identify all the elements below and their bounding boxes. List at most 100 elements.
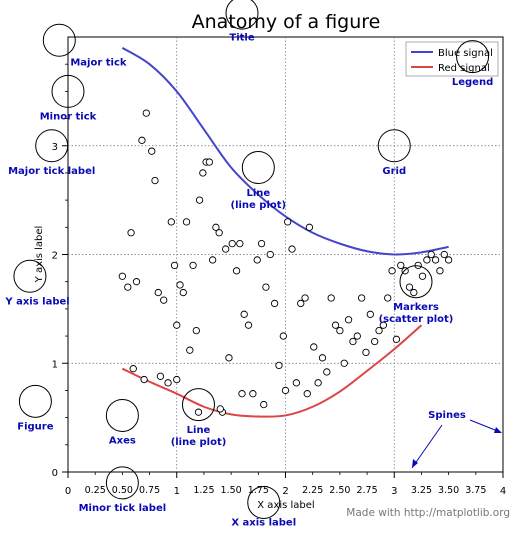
x-minor-tick-label: 3.50 [438, 485, 459, 496]
scatter-marker [118, 272, 127, 280]
scatter-marker [244, 321, 253, 329]
scatter-marker [160, 296, 168, 304]
scatter-layer [118, 109, 453, 416]
series-layer [121, 47, 449, 418]
axes-label: Axes [109, 436, 136, 447]
x-major-tick-label: 3 [391, 486, 397, 497]
scatter-marker [318, 354, 327, 362]
red-signal-line [121, 324, 423, 418]
scatter-marker [257, 239, 266, 248]
scatter-marker [167, 218, 175, 226]
axes-marker-circle [105, 398, 139, 432]
scatter-marker [192, 326, 200, 335]
scatter-marker [305, 223, 314, 231]
spines-arrowhead-left [412, 459, 418, 468]
scatter-marker [182, 218, 191, 226]
scatter-marker [240, 310, 248, 318]
markers-label: Markers [393, 302, 439, 313]
scatter-marker [392, 335, 401, 343]
scatter-marker [173, 321, 181, 329]
scatter-marker [292, 379, 301, 387]
minor-tick-label-marker-circle [105, 466, 139, 500]
scatter-marker [236, 239, 244, 248]
y-major-tick-label: 1 [52, 359, 58, 370]
scatter-marker [314, 379, 322, 387]
major-tick-label-label: Major tick label [8, 166, 95, 177]
scatter-marker [215, 229, 223, 237]
spines-arrowhead-right [494, 427, 502, 433]
annotations: Major tick Minor tick Major tick label Titl… [4, 0, 493, 528]
line-plot-2-label: (line plot) [171, 437, 227, 448]
scatter-marker [253, 256, 261, 264]
scatter-marker [281, 386, 290, 395]
scatter-marker [173, 375, 181, 384]
scatter-marker [323, 368, 331, 376]
line-plot-label: (line plot) [231, 200, 287, 211]
x-minor-tick-label: 1.25 [193, 485, 214, 496]
scatter-marker [129, 365, 137, 373]
scatter-marker [222, 245, 230, 253]
scatter-marker [375, 326, 383, 335]
scatter-marker [270, 299, 279, 308]
scatter-marker [427, 250, 435, 259]
scatter-marker [232, 267, 241, 275]
figure-marker-circle [18, 384, 52, 418]
scatter-marker [336, 326, 344, 335]
scatter-marker [362, 348, 370, 357]
scatter-marker [418, 272, 427, 280]
x-axis-label-marker-circle [247, 485, 281, 519]
scatter-marker [208, 256, 217, 264]
scatter-marker [440, 250, 448, 259]
scatter-marker [151, 176, 159, 185]
x-minor-tick-label: 2.75 [356, 485, 377, 496]
scatter-marker [327, 294, 335, 302]
y-major-tick-label: 2 [52, 251, 58, 262]
spines-arrow-left [411, 424, 443, 469]
title-marker-circle [225, 0, 259, 30]
x-major-tick-label: 4 [500, 486, 506, 497]
scatter-marker [164, 379, 172, 387]
grid-marker-circle [377, 129, 411, 163]
scatter-marker [340, 359, 348, 367]
scatter-marker [140, 375, 148, 384]
x-minor-tick-label: 1.50 [221, 485, 242, 496]
scatter-marker [179, 288, 187, 297]
scatter-marker [127, 229, 135, 237]
scatter-marker [436, 267, 444, 275]
ticks: 0 1 2 3 4 0.25 0.50 0.75 1.25 1.50 1.75 2.25 2.50 2.7… [52, 63, 506, 497]
scatter-marker [301, 294, 309, 302]
scatter-marker [176, 281, 184, 289]
scatter-marker [124, 283, 132, 291]
grid-label: Grid [382, 166, 406, 177]
scatter-marker [195, 196, 204, 204]
major-tick-marker-circle [42, 23, 76, 57]
scatter-marker [366, 310, 374, 318]
scatter-marker [148, 147, 156, 155]
x-minor-tick-label: 0.25 [85, 485, 106, 496]
y-axis-label: Y axis label [34, 226, 45, 284]
scatter-marker [189, 261, 197, 270]
scatter-marker [279, 332, 287, 340]
figure-label: Figure [17, 422, 53, 433]
y-major-tick-label: 3 [52, 142, 58, 153]
scatter-marker [388, 267, 396, 275]
line-plot-label: Line [246, 188, 270, 199]
major-tick-label-marker-circle [35, 129, 69, 163]
scatter-marker [238, 390, 246, 398]
legend-entry-label: Red signal [438, 63, 490, 74]
legend-entry-label: Blue signal [438, 48, 493, 59]
y-major-tick-label: 0 [52, 468, 58, 479]
markers-label: (scatter plot) [379, 314, 454, 325]
x-minor-tick-label: 0.50 [112, 485, 133, 496]
scatter-marker [212, 223, 220, 231]
scatter-marker [379, 321, 388, 329]
scatter-marker [371, 337, 379, 346]
scatter-marker [431, 256, 440, 264]
scatter-marker [275, 361, 283, 370]
line-plot-marker-circle [241, 151, 275, 184]
scatter-marker [132, 278, 141, 286]
footer-credit: Made with http://matplotlib.org [346, 507, 510, 519]
scatter-marker [397, 261, 405, 270]
minor-tick-marker-circle [51, 74, 85, 108]
